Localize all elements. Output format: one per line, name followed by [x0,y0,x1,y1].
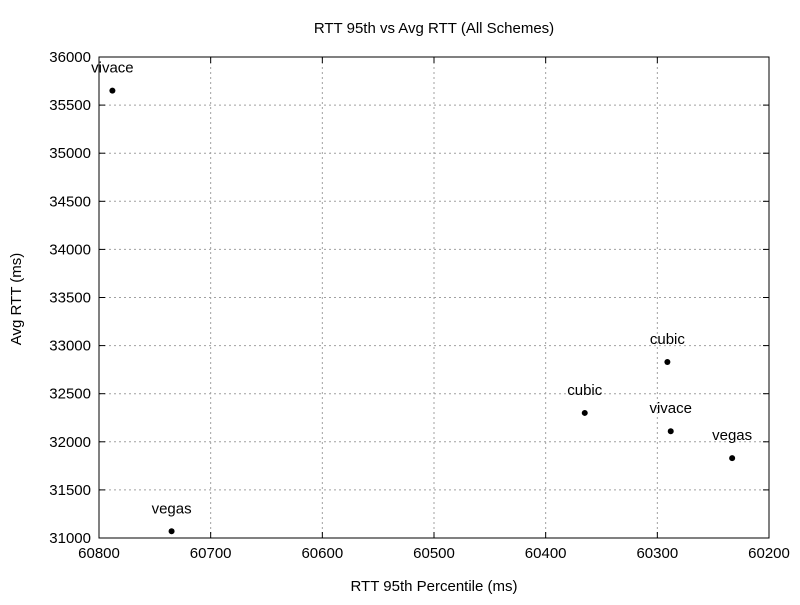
axis-ticks: 60800 60700 60600 60500 60400 60300 60200 31000… [49,49,790,562]
data-point-label: vegas [152,500,192,517]
x-tick-label: 60500 [413,545,455,562]
x-tick-label: 60600 [301,545,343,562]
y-tick-label: 33500 [49,290,91,307]
y-tick-label: 32000 [49,434,91,451]
data-point-label: cubic [650,331,686,348]
x-tick-label: 60200 [748,545,790,562]
y-tick-label: 31500 [49,482,91,499]
data-point-cubic [581,409,588,416]
data-point-label: vivace [91,60,134,77]
x-tick-label: 60400 [525,545,567,562]
y-tick-label: 34000 [49,241,91,258]
y-tick-label: 35500 [49,97,91,114]
x-tick-label: 60300 [636,545,678,562]
x-tick-label: 60700 [190,545,232,562]
data-point-cubic [664,358,671,365]
data-point-label: vivace [649,400,692,417]
x-tick-label: 60800 [78,545,120,562]
data-point-vegas [729,455,736,462]
grid-lines [99,57,769,538]
y-tick-label: 35000 [49,145,91,162]
data-points: vivace cubic cubic vivace vegas vegas [91,60,752,535]
data-point-label: vegas [712,427,752,444]
y-tick-label: 31000 [49,530,91,547]
y-axis-label: Avg RTT (ms) [8,253,25,346]
y-tick-label: 34500 [49,193,91,210]
y-tick-label: 32500 [49,386,91,403]
x-axis-label: RTT 95th Percentile (ms) [351,578,518,595]
data-point-vegas [168,528,175,535]
chart-title: RTT 95th vs Avg RTT (All Schemes) [314,20,554,37]
y-tick-label: 33000 [49,338,91,355]
data-point-label: cubic [567,382,603,399]
data-point-vivace [667,428,674,435]
y-tick-label: 36000 [49,49,91,66]
data-point-vivace [109,87,116,94]
